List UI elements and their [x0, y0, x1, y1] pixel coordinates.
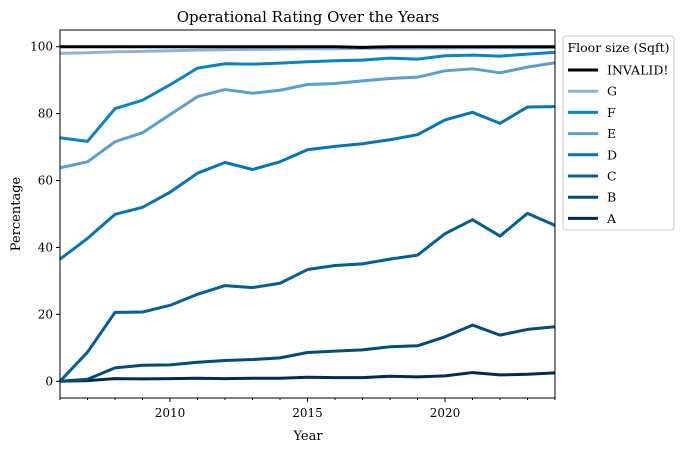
series-line-b: [59, 323, 556, 383]
chart-title: Operational Rating Over the Years: [177, 8, 440, 26]
y-axis: 0 20 40 60 80 100: [30, 40, 60, 388]
series-line-f: [59, 50, 556, 143]
legend-label-f: F: [607, 105, 616, 120]
x-tick-label: 2020: [430, 406, 461, 420]
legend-frame: [562, 35, 675, 231]
legend-title: Floor size (Sqft): [567, 40, 669, 55]
series-line-invalid: [60, 45, 555, 49]
series-line-g: [59, 45, 556, 55]
y-tick-label: 100: [30, 40, 53, 54]
y-axis-title: Percentage: [9, 176, 24, 251]
y-tick-label: 20: [38, 307, 53, 321]
y-tick-label: 0: [45, 374, 53, 388]
y-tick-label: 80: [38, 107, 53, 121]
series-line-a: [59, 371, 556, 383]
x-tick-label: 2010: [155, 406, 186, 420]
x-axis: 2010 2015 2020: [59, 398, 556, 420]
legend-label-a: A: [606, 211, 617, 226]
legend-label-c: C: [607, 169, 617, 184]
series-line-e: [59, 61, 556, 170]
legend-label-g: G: [607, 84, 617, 99]
series-layer: [58, 45, 556, 383]
legend-label-d: D: [607, 147, 617, 162]
series-line-c: [58, 211, 556, 383]
y-tick-label: 60: [38, 174, 53, 188]
legend-label-invalid: INVALID!: [607, 63, 668, 78]
legend-label-e: E: [607, 126, 616, 141]
y-tick-label: 40: [38, 240, 53, 254]
x-axis-title: Year: [292, 429, 323, 444]
series-line-d: [59, 105, 556, 261]
legend-label-b: B: [607, 190, 616, 205]
x-tick-label: 2015: [292, 406, 323, 420]
